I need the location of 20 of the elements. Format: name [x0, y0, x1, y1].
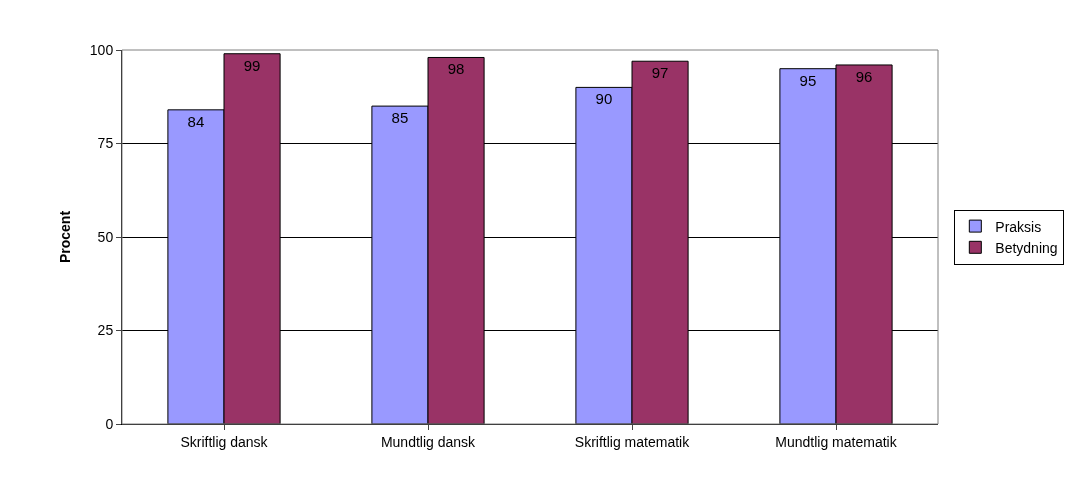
- data-label: 95: [799, 71, 817, 89]
- data-label: 96: [855, 67, 873, 85]
- data-label: 99: [243, 56, 261, 74]
- x-tick-label: Skriftlig matematik: [574, 433, 691, 450]
- y-tick-label: 50: [97, 228, 114, 245]
- y-tick-label: 25: [97, 322, 114, 339]
- y-tick-label: 0: [105, 415, 114, 432]
- data-label: 84: [187, 112, 205, 130]
- y-tick-label: 100: [89, 41, 114, 58]
- data-label: 97: [651, 64, 669, 82]
- legend-label: Betydning: [995, 239, 1058, 256]
- legend-label: Praksis: [995, 218, 1042, 235]
- x-tick-label: Mundtlig matematik: [775, 433, 898, 450]
- data-label: 85: [391, 109, 409, 127]
- x-tick-label: Skriftlig dansk: [180, 433, 269, 450]
- data-label: 90: [595, 90, 613, 108]
- data-label: 98: [447, 60, 465, 78]
- y-tick-label: 75: [97, 135, 114, 152]
- y-axis-title: Procent: [57, 210, 74, 264]
- x-tick-label: Mundtlig dansk: [380, 433, 477, 450]
